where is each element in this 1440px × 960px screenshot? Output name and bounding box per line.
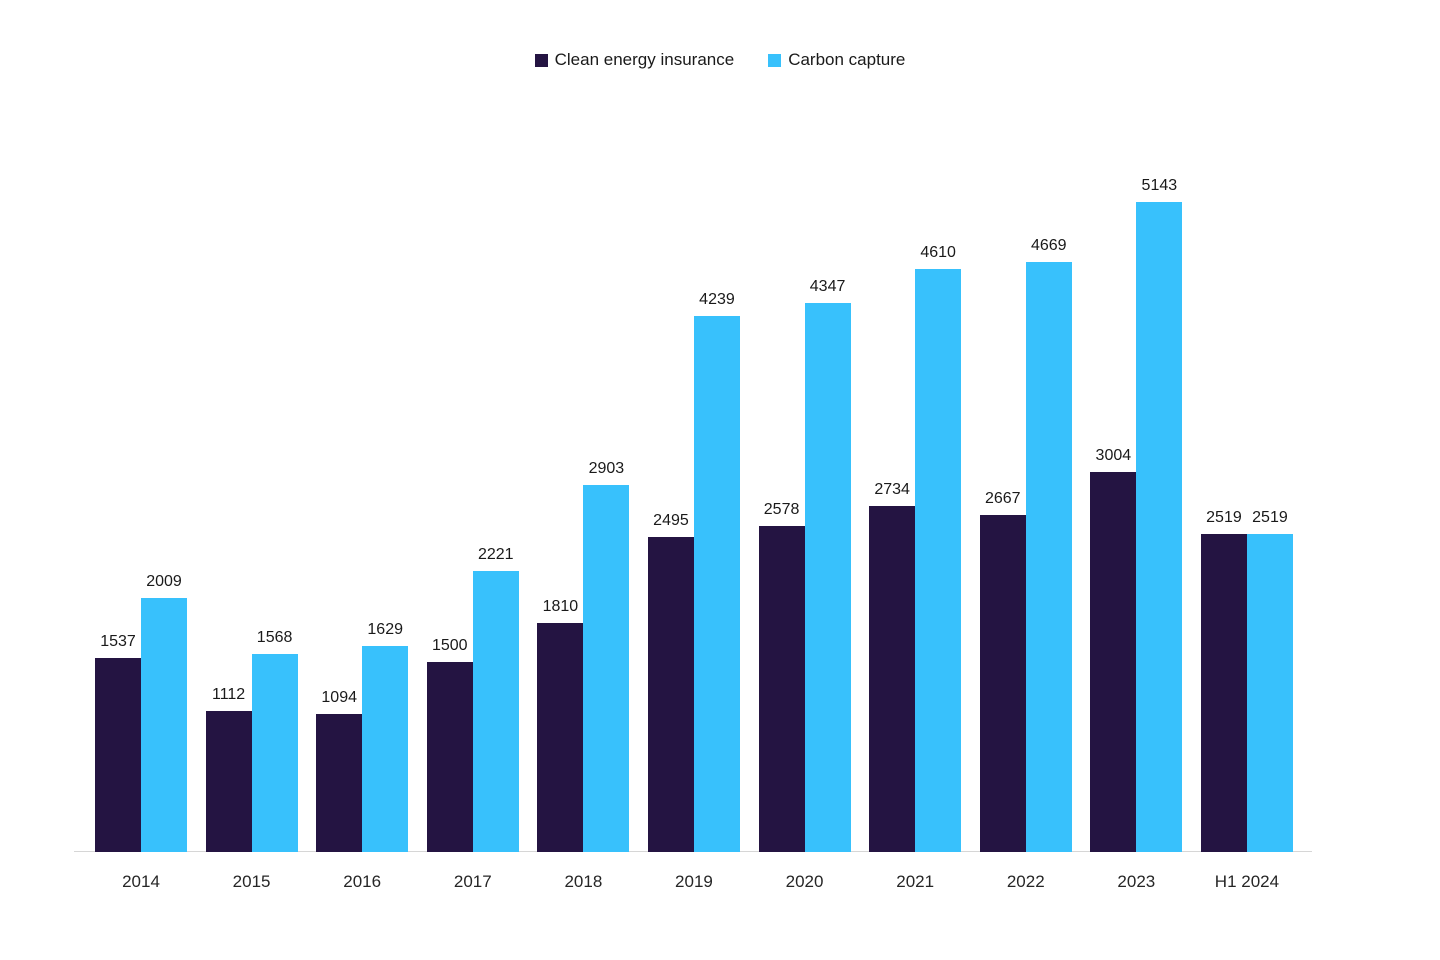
bar-clean-energy-insurance-2019 (647, 537, 694, 852)
data-label-clean-energy-insurance-2015: 1112 (211, 686, 246, 703)
legend-entry-clean-energy-insurance: Clean energy insurance (534, 50, 735, 70)
bar-carbon-capture-2017 (472, 571, 519, 852)
bar-clean-energy-insurance-2015 (205, 711, 252, 852)
data-label-clean-energy-insurance-2016: 1094 (321, 689, 357, 706)
x-axis-label-2016: 2016 (343, 872, 382, 891)
bar-clean-energy-insurance-h1-2024 (1200, 534, 1247, 852)
data-label-carbon-capture-2014: 2009 (146, 573, 182, 590)
data-label-carbon-capture-2018: 2903 (588, 460, 625, 477)
x-axis-label-2018: 2018 (564, 872, 603, 891)
bar-carbon-capture-2015 (251, 654, 298, 852)
bar-clean-energy-insurance-2016 (316, 714, 363, 852)
x-axis-label-2020: 2020 (785, 872, 824, 891)
x-axis-label-2017: 2017 (453, 872, 492, 891)
bar-group-2017: 1500 2221 2017 (426, 152, 519, 891)
bar-carbon-capture-2016 (362, 646, 409, 852)
bar-clean-energy-insurance-2021 (869, 506, 916, 852)
data-label-carbon-capture-2019: 4239 (699, 291, 735, 308)
data-label-carbon-capture-2022: 4669 (1030, 237, 1067, 254)
bar-group-2016: 1094 1629 2016 (316, 152, 409, 891)
bar-group-2021: 2734 4610 2021 (869, 152, 962, 891)
data-label-clean-energy-insurance-2019: 2495 (653, 512, 689, 529)
bar-carbon-capture-2021 (915, 269, 962, 852)
bar-carbon-capture-2018 (583, 485, 630, 852)
data-label-clean-energy-insurance-2018: 1810 (542, 598, 579, 615)
bar-clean-energy-insurance-2020 (758, 526, 805, 852)
bar-group-2020: 2578 4347 2020 (758, 152, 851, 891)
legend-swatch-carbon-capture (768, 53, 782, 67)
x-axis-label-2023: 2023 (1117, 872, 1156, 891)
legend-entry-carbon-capture: Carbon capture (768, 50, 905, 70)
bar-clean-energy-insurance-2014 (95, 658, 141, 852)
bar-carbon-capture-2014 (141, 598, 187, 852)
data-label-clean-energy-insurance-2014: 1537 (100, 633, 136, 650)
data-label-carbon-capture-h1-2024: 2519 (1252, 509, 1288, 526)
data-label-carbon-capture-2023: 5143 (1141, 177, 1178, 194)
data-label-clean-energy-insurance-2021: 2734 (874, 481, 910, 498)
legend-label-carbon-capture: Carbon capture (788, 50, 906, 69)
bar-clean-energy-insurance-2023 (1090, 472, 1137, 852)
data-label-clean-energy-insurance-2020: 2578 (763, 501, 800, 518)
data-label-clean-energy-insurance-2017: 1500 (431, 637, 468, 654)
legend: Clean energy insurance Carbon capture (0, 50, 1440, 70)
bar-group-2023: 3004 5143 2023 (1090, 152, 1183, 891)
bar-group-2015: 1112 1568 2015 (205, 152, 298, 891)
bar-group-2019: 2495 4239 2019 (647, 152, 740, 891)
bar-clean-energy-insurance-2022 (979, 515, 1026, 852)
data-label-carbon-capture-2021: 4610 (920, 244, 956, 261)
bar-group-h1-2024: 2519 2519 H1 2024 (1200, 152, 1293, 891)
data-label-clean-energy-insurance-2023: 3004 (1095, 447, 1132, 464)
data-label-carbon-capture-2020: 4347 (809, 278, 846, 295)
data-label-clean-energy-insurance-2022: 2667 (984, 490, 1021, 507)
bar-carbon-capture-h1-2024 (1246, 534, 1293, 852)
x-axis-label-2014: 2014 (122, 872, 160, 891)
bar-carbon-capture-2019 (693, 316, 740, 852)
bar-clean-energy-insurance-2018 (537, 623, 584, 852)
bar-carbon-capture-2022 (1025, 262, 1072, 852)
bar-clean-energy-insurance-2017 (426, 662, 473, 852)
bar-group-2014: 1537 2009 2014 (95, 152, 187, 891)
bar-group-2022: 2667 4669 2022 (979, 152, 1072, 891)
bar-carbon-capture-2023 (1136, 202, 1183, 852)
bar-group-2018: 1810 2903 2018 (537, 152, 630, 891)
x-axis-label-2019: 2019 (675, 872, 713, 891)
data-label-clean-energy-insurance-h1-2024: 2519 (1206, 509, 1242, 526)
x-axis-label-2021: 2021 (896, 872, 935, 891)
data-label-carbon-capture-2016: 1629 (367, 621, 403, 638)
x-axis-label-2015: 2015 (232, 872, 271, 891)
data-label-carbon-capture-2015: 1568 (256, 629, 293, 646)
bar-carbon-capture-2020 (804, 303, 851, 852)
x-axis-label-h1-2024: H1 2024 (1214, 872, 1280, 891)
legend-swatch-clean-energy-insurance (534, 53, 548, 67)
legend-label-clean-energy-insurance: Clean energy insurance (554, 50, 735, 69)
x-axis-label-2022: 2022 (1006, 872, 1045, 891)
plot-area: 1537 2009 2014 1112 1568 2015 1094 1629 2016 1500… (80, 152, 1308, 891)
data-label-carbon-capture-2017: 2221 (477, 546, 514, 563)
